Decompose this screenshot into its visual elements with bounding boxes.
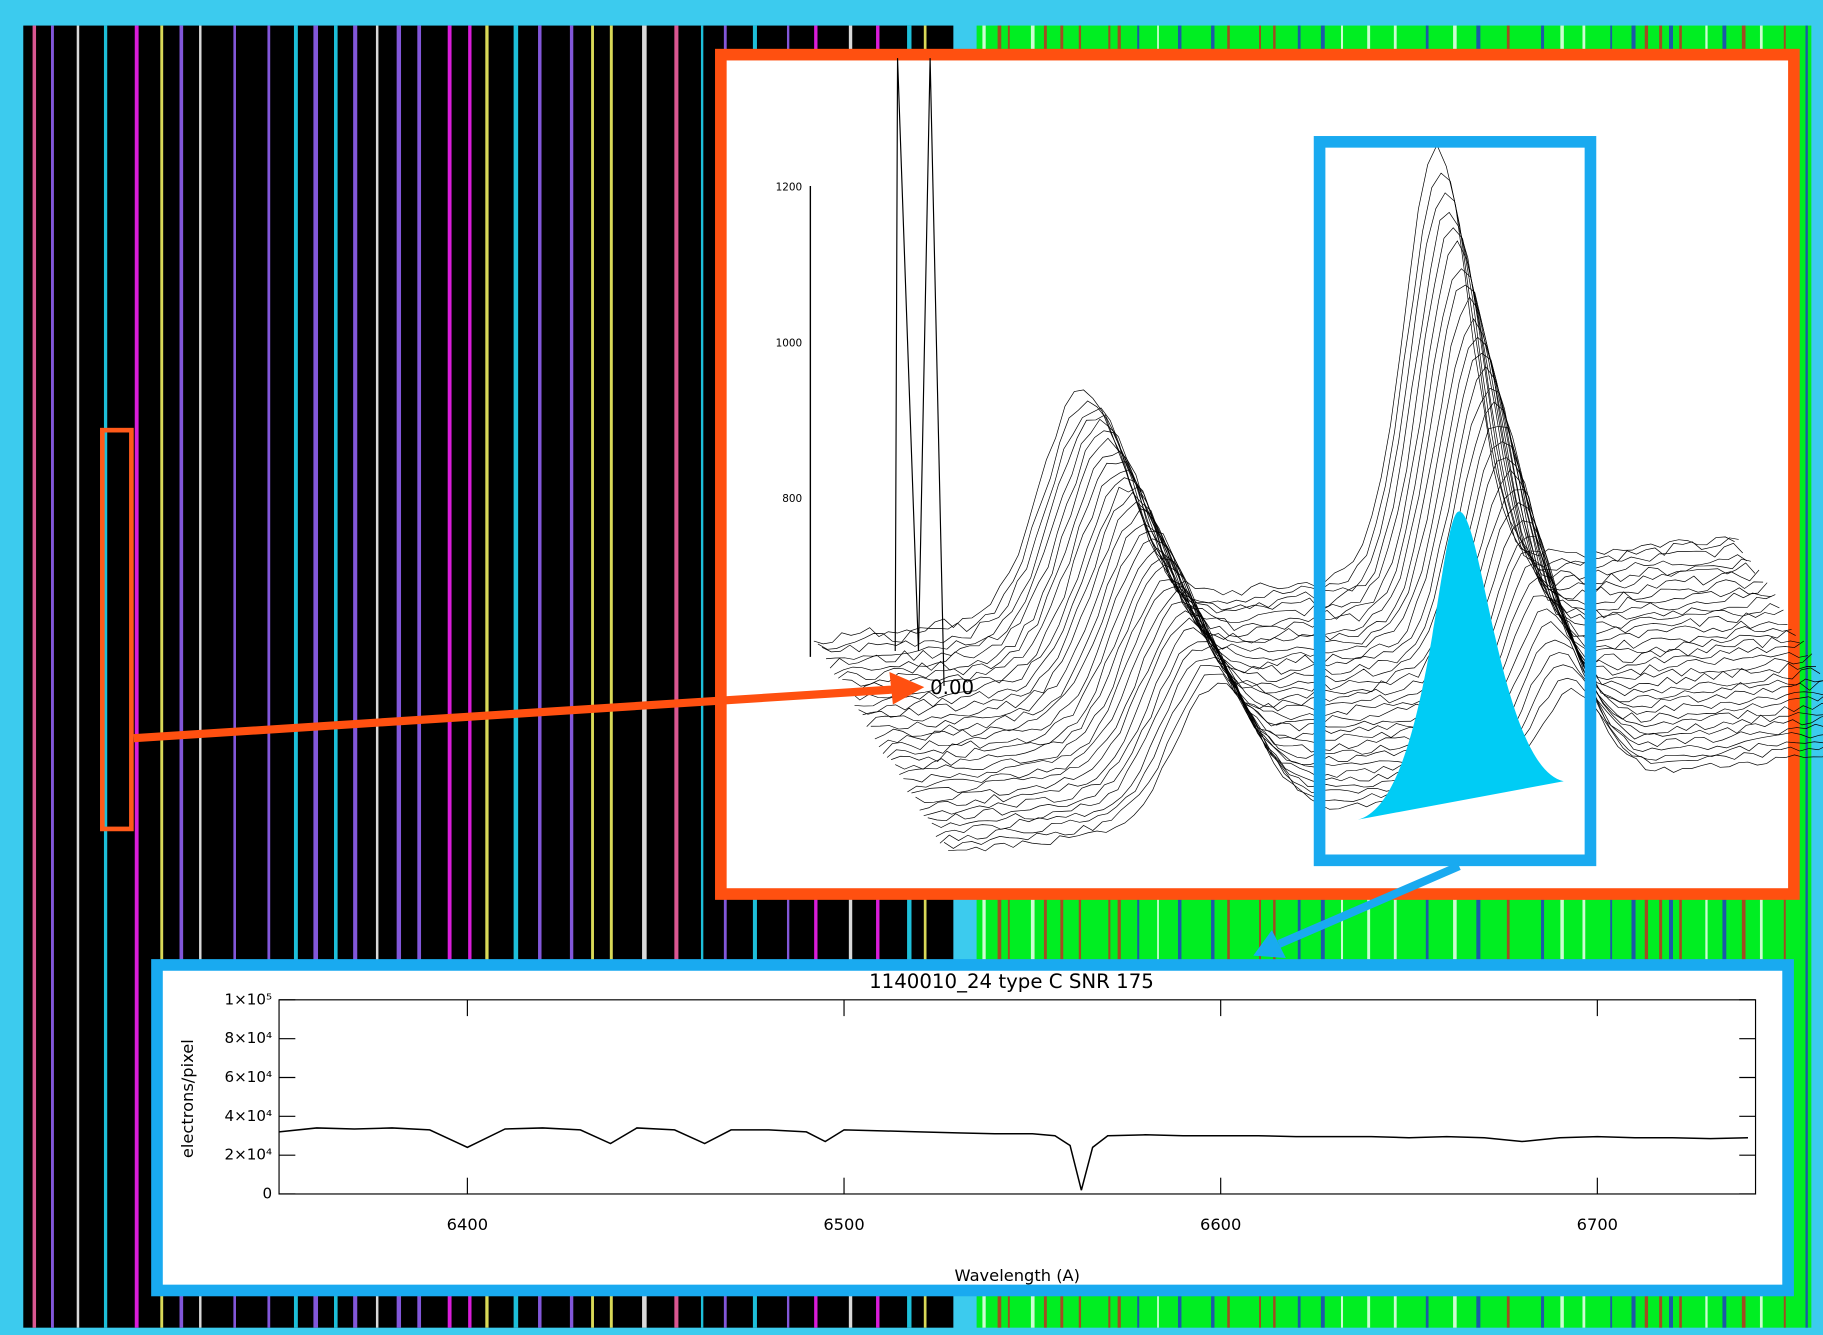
ccd-stripe bbox=[1805, 26, 1807, 1328]
surface-plot-frame bbox=[721, 55, 1794, 894]
y-axis-label: electrons/pixel bbox=[178, 1039, 197, 1158]
y-tick-label: 6×10⁴ bbox=[225, 1068, 273, 1086]
surface-axis-label: 1200 bbox=[776, 182, 803, 194]
x-axis-label: Wavelength (A) bbox=[955, 1266, 1080, 1285]
surface-axis-label: 800 bbox=[782, 493, 802, 505]
y-tick-label: 8×10⁴ bbox=[225, 1029, 273, 1047]
x-tick-label: 6400 bbox=[447, 1215, 488, 1234]
slide: 1200 1000 800 0.00 1140010_24 type C SNR… bbox=[0, 0, 1823, 1330]
chart-title: 1140010_24 type C SNR 175 bbox=[869, 970, 1154, 993]
y-tick-label: 4×10⁴ bbox=[225, 1107, 273, 1125]
page: 1200 1000 800 0.00 1140010_24 type C SNR… bbox=[0, 0, 1823, 1335]
x-tick-label: 6500 bbox=[823, 1215, 864, 1234]
ccd-stripe bbox=[33, 26, 36, 1328]
x-tick-label: 6600 bbox=[1200, 1215, 1241, 1234]
x-tick-label: 6700 bbox=[1577, 1215, 1618, 1234]
ccd-stripe bbox=[135, 26, 139, 1328]
ccd-stripe bbox=[51, 26, 54, 1328]
y-tick-label: 2×10⁴ bbox=[225, 1146, 273, 1164]
surface-axis-label: 1000 bbox=[776, 337, 803, 349]
annotation: 0.00 bbox=[930, 676, 974, 699]
ccd-stripe bbox=[77, 26, 80, 1328]
y-tick-label: 0 bbox=[262, 1184, 272, 1202]
y-tick-label: 1×10⁵ bbox=[225, 990, 273, 1008]
